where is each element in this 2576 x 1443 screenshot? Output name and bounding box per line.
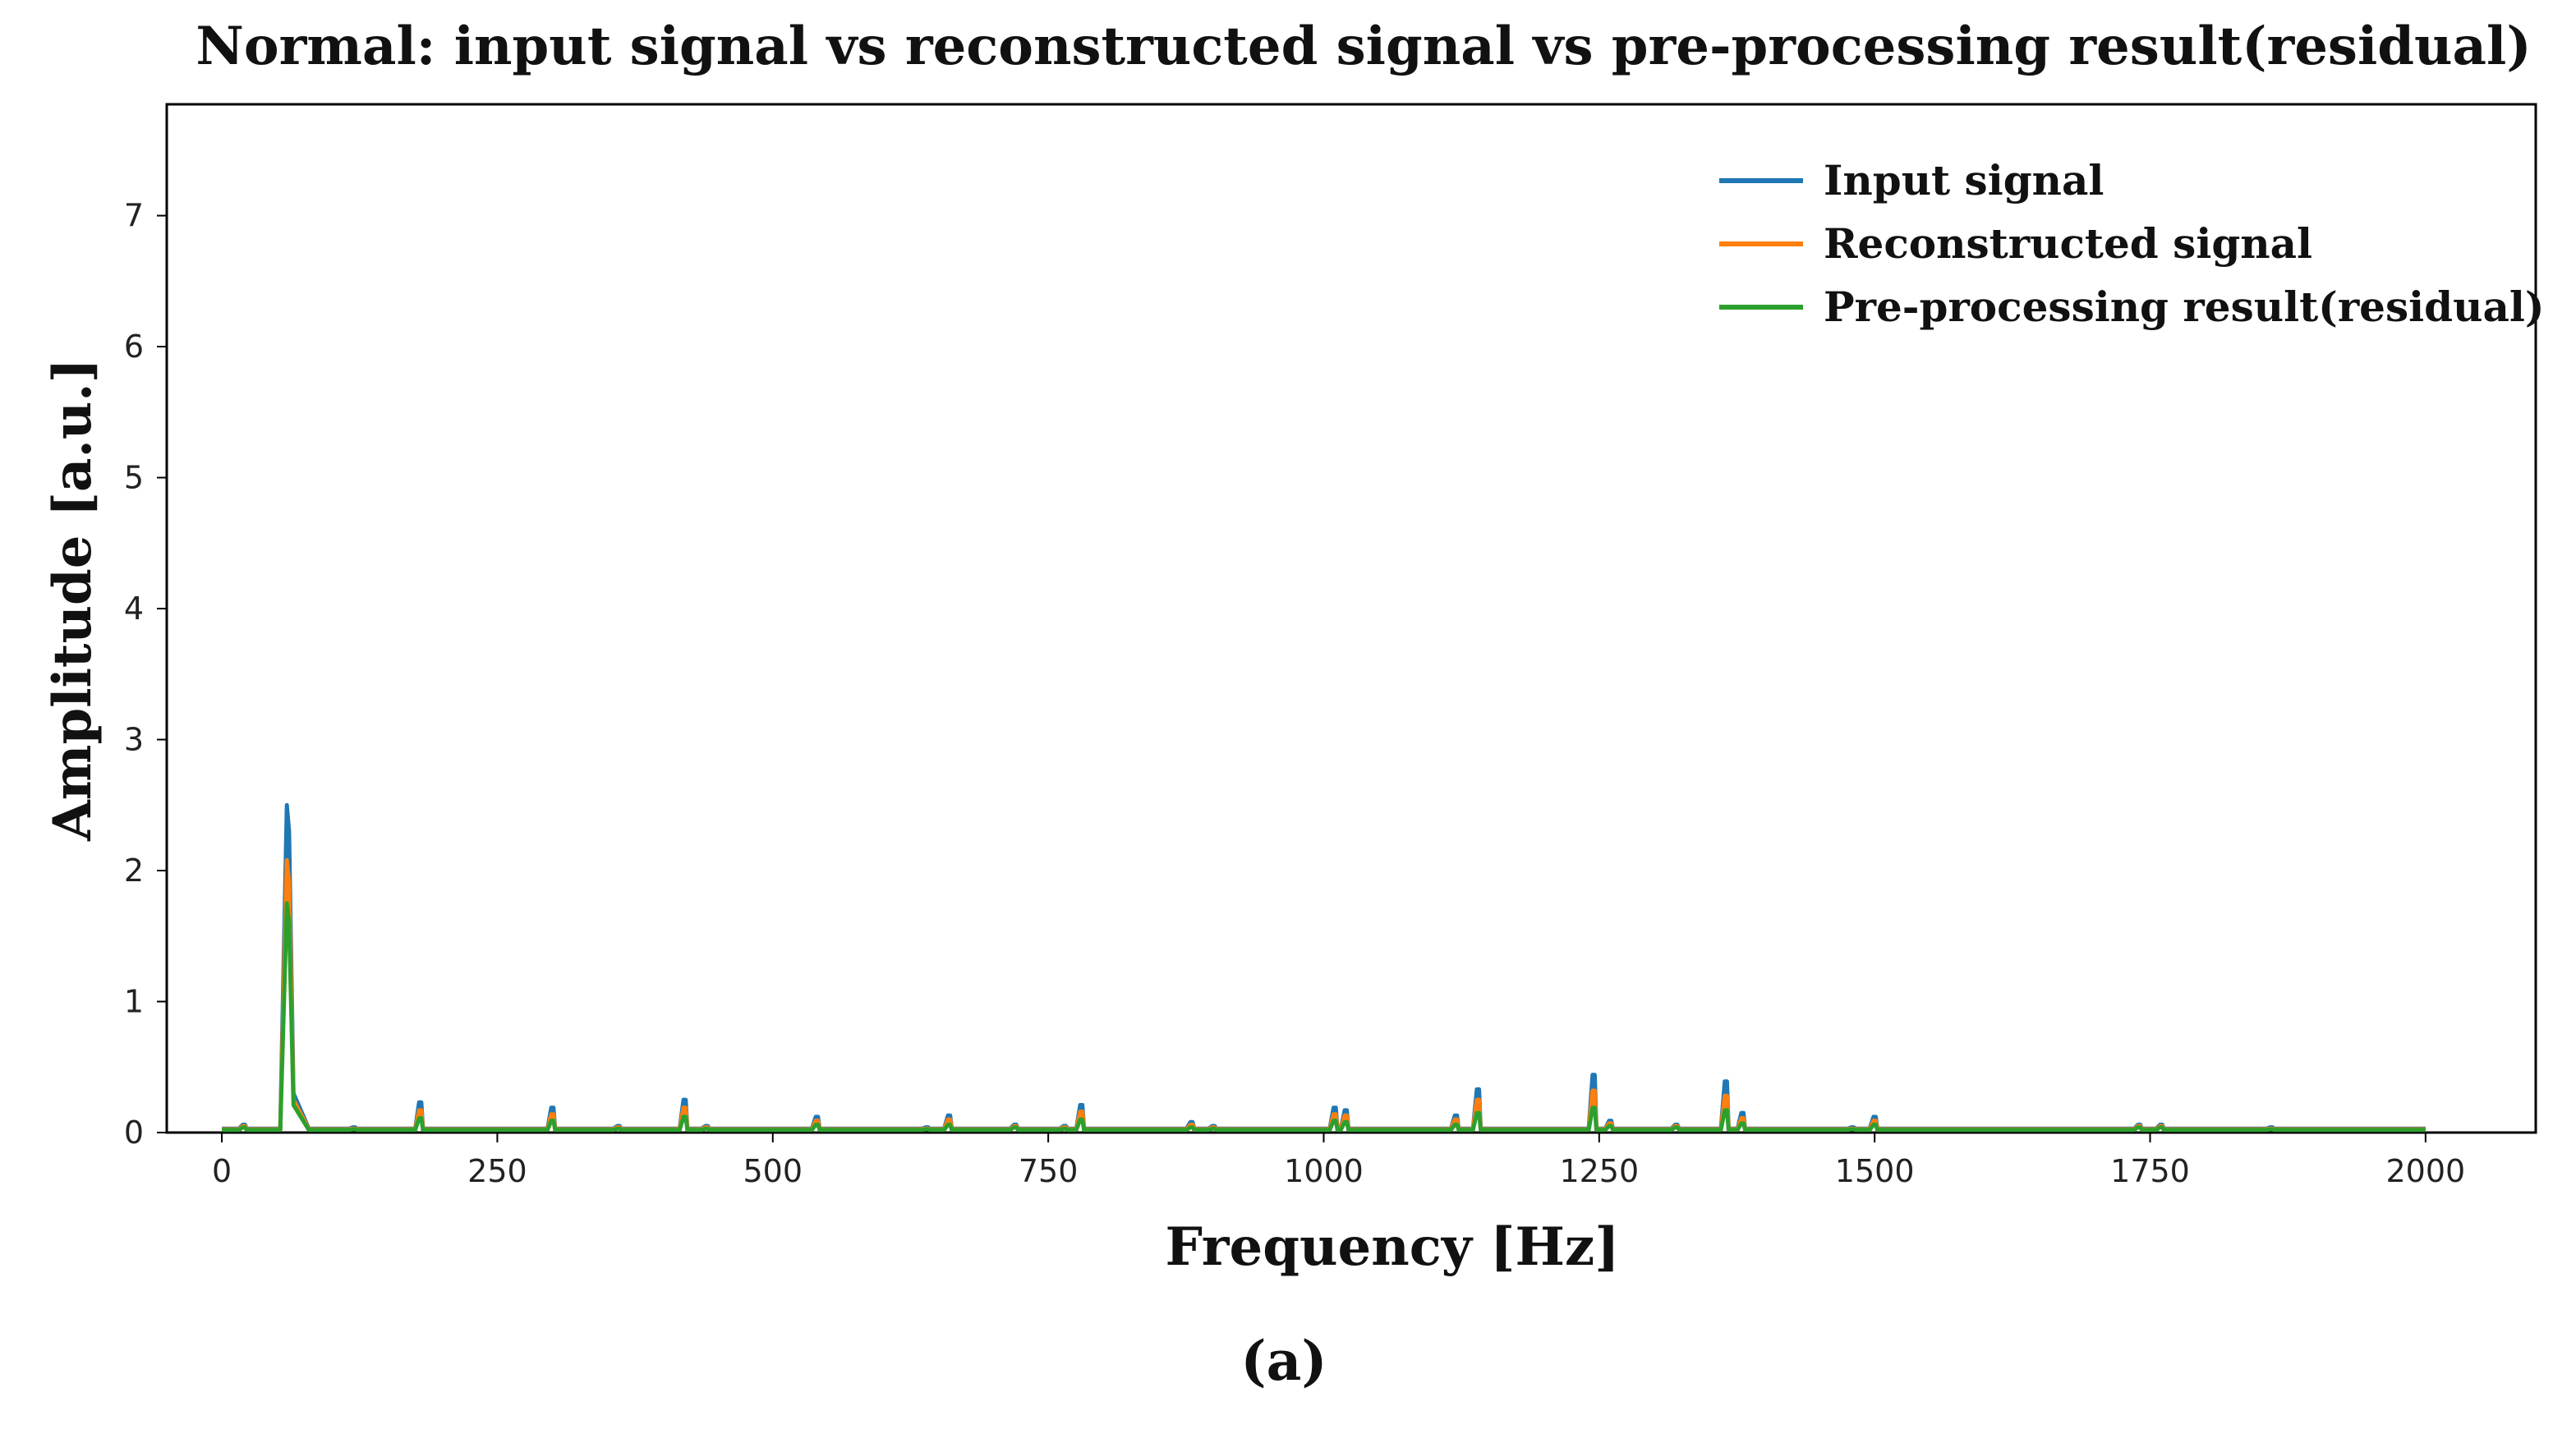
x-tick-label: 0 (212, 1153, 232, 1189)
axis-ticks: 0 250 500 750 1000 1250 1500 1750 2000 0 1 2 3 4 5 6 7 (124, 198, 2465, 1189)
y-tick-label: 2 (124, 852, 144, 889)
legend: Input signal Reconstructed signal Pre-proc… (1719, 156, 2545, 331)
x-tick-label: 2000 (2386, 1153, 2466, 1189)
series-lines (222, 802, 2426, 1133)
y-tick-label: 5 (124, 460, 144, 496)
series-line-0 (222, 802, 2426, 1131)
x-tick-label: 1500 (1835, 1153, 1915, 1189)
legend-label: Pre-processing result(residual) (1824, 283, 2545, 331)
y-tick-label: 0 (124, 1114, 144, 1151)
x-tick-label: 1750 (2110, 1153, 2190, 1189)
x-tick-label: 750 (1019, 1153, 1079, 1189)
y-tick-label: 3 (124, 722, 144, 758)
plot-area-frame (165, 103, 2537, 1134)
series-line-2 (222, 901, 2426, 1133)
series-line-1 (222, 857, 2426, 1132)
y-tick-label: 4 (124, 591, 144, 627)
x-tick-label: 250 (467, 1153, 527, 1189)
y-tick-label: 1 (124, 984, 144, 1020)
chart-title: Normal: input signal vs reconstructed si… (196, 16, 2531, 77)
legend-label: Input signal (1824, 156, 2104, 205)
x-tick-label: 1250 (1559, 1153, 1639, 1189)
x-tick-label: 500 (743, 1153, 803, 1189)
figure-caption: (a) (1240, 1329, 1327, 1393)
y-tick-label: 7 (124, 198, 144, 234)
legend-label: Reconstructed signal (1824, 219, 2312, 268)
x-axis-label: Frequency [Hz] (1165, 1216, 1619, 1278)
y-tick-label: 6 (124, 329, 144, 365)
x-tick-label: 1000 (1284, 1153, 1364, 1189)
y-axis-label: Amplitude [a.u.] (42, 358, 104, 842)
